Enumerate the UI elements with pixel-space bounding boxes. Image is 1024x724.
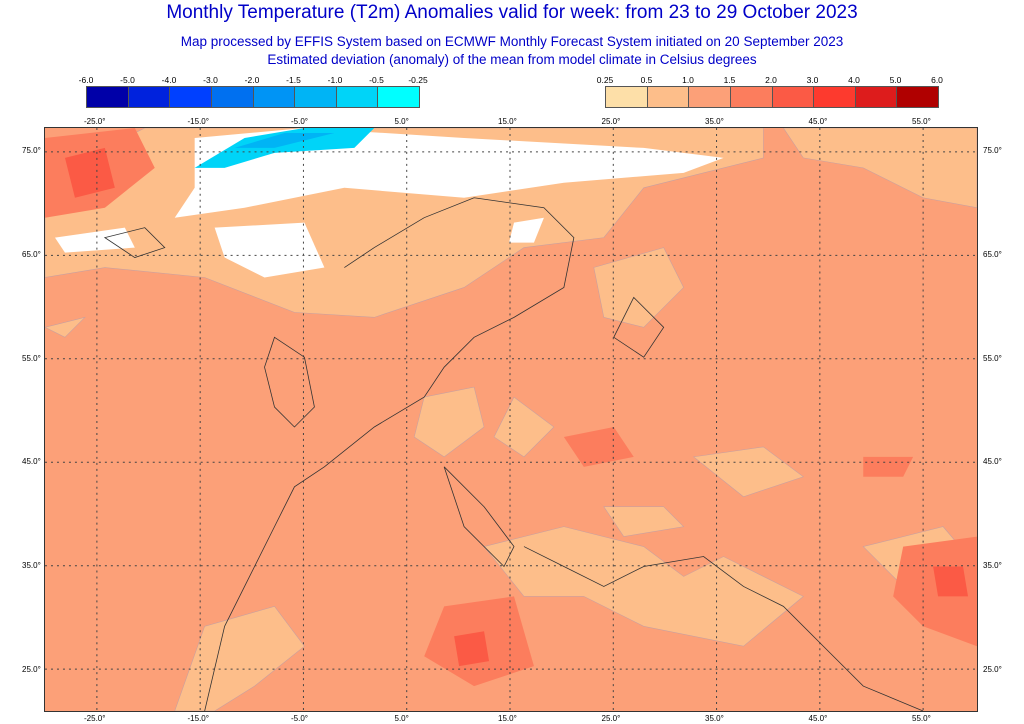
legend-swatch bbox=[253, 87, 296, 107]
legend-swatch bbox=[336, 87, 379, 107]
latitude-label: 25.0° bbox=[22, 665, 41, 674]
latitude-label: 45.0° bbox=[22, 457, 41, 467]
longitude-label: 55.0° bbox=[912, 714, 931, 723]
legend-label: 5.0 bbox=[889, 75, 902, 85]
legend-label: -1.5 bbox=[286, 75, 301, 85]
legend-swatch bbox=[211, 87, 254, 107]
latitude-label: 55.0° bbox=[22, 353, 41, 363]
legend-swatch bbox=[87, 87, 129, 107]
coastlines bbox=[103, 197, 924, 711]
cold-anomaly-legend bbox=[86, 86, 420, 108]
latitude-label: 65.0° bbox=[22, 249, 41, 259]
latitude-label: 55.0° bbox=[983, 353, 1002, 363]
legend-label: -0.5 bbox=[369, 75, 384, 85]
longitude-label: -15.0° bbox=[187, 117, 209, 126]
longitude-label: -25.0° bbox=[84, 714, 106, 723]
legend-label: 1.0 bbox=[682, 75, 694, 85]
legend-label: -1.0 bbox=[327, 75, 343, 85]
legend-label: -5.0 bbox=[120, 75, 135, 85]
cold-anomaly-region bbox=[194, 128, 375, 168]
legend-swatch bbox=[295, 87, 337, 107]
legend-swatch bbox=[772, 87, 815, 107]
longitude-label: -25.0° bbox=[84, 117, 106, 126]
anomaly-2-3-regions bbox=[64, 147, 969, 667]
legend-label: -0.25 bbox=[408, 75, 428, 85]
legend-label: 4.0 bbox=[848, 75, 860, 85]
graticule bbox=[45, 128, 977, 711]
legend-label: 0.5 bbox=[640, 75, 653, 85]
legend-swatch bbox=[378, 87, 419, 107]
legend-label: 6.0 bbox=[931, 75, 943, 85]
legend-label: 1.5 bbox=[723, 75, 736, 85]
legend-label: -6.0 bbox=[78, 75, 94, 85]
longitude-label: 15.0° bbox=[498, 714, 517, 723]
longitude-label: 25.0° bbox=[601, 117, 621, 126]
longitude-label: 35.0° bbox=[705, 714, 724, 723]
legend-label: -4.0 bbox=[161, 75, 177, 85]
latitude-label: 45.0° bbox=[983, 457, 1002, 467]
longitude-label: 5.0° bbox=[394, 714, 409, 723]
anomaly-map bbox=[44, 127, 978, 712]
legend-swatch bbox=[814, 87, 856, 107]
legend-swatch bbox=[128, 87, 171, 107]
longitude-label: 15.0° bbox=[498, 117, 517, 126]
longitude-label: 45.0° bbox=[808, 117, 828, 126]
map-subtitle-processing: Map processed by EFFIS System based on E… bbox=[180, 34, 844, 49]
latitude-label: 75.0° bbox=[22, 146, 41, 155]
longitude-label: -5.0° bbox=[291, 714, 308, 723]
legend-label: 3.0 bbox=[806, 75, 819, 85]
legend-swatch bbox=[897, 87, 938, 107]
latitude-label: 25.0° bbox=[983, 665, 1002, 674]
legend-swatch bbox=[689, 87, 731, 107]
longitude-label: 35.0° bbox=[705, 117, 724, 126]
legend-label: -2.0 bbox=[244, 75, 260, 85]
legend-swatch bbox=[855, 87, 898, 107]
legend-label: -3.0 bbox=[203, 75, 218, 85]
legend-swatch bbox=[730, 87, 773, 107]
longitude-label: 5.0° bbox=[394, 117, 409, 126]
latitude-label: 65.0° bbox=[983, 249, 1002, 259]
map-subtitle-units: Estimated deviation (anomaly) of the mea… bbox=[267, 52, 757, 67]
longitude-label: 25.0° bbox=[601, 714, 621, 723]
latitude-label: 35.0° bbox=[983, 561, 1002, 571]
latitude-label: 35.0° bbox=[22, 561, 41, 571]
legend-swatch bbox=[647, 87, 690, 107]
longitude-label: 55.0° bbox=[912, 117, 931, 126]
legend-label: 2.0 bbox=[765, 75, 777, 85]
longitude-label: -5.0° bbox=[291, 117, 308, 126]
legend-swatch bbox=[170, 87, 212, 107]
map-title: Monthly Temperature (T2m) Anomalies vali… bbox=[166, 2, 858, 23]
longitude-label: 45.0° bbox=[808, 714, 828, 723]
legend-swatch bbox=[606, 87, 648, 107]
warm-anomaly-legend bbox=[605, 86, 939, 108]
legend-label: 0.25 bbox=[596, 75, 614, 85]
longitude-label: -15.0° bbox=[187, 714, 209, 723]
latitude-label: 75.0° bbox=[983, 146, 1002, 155]
